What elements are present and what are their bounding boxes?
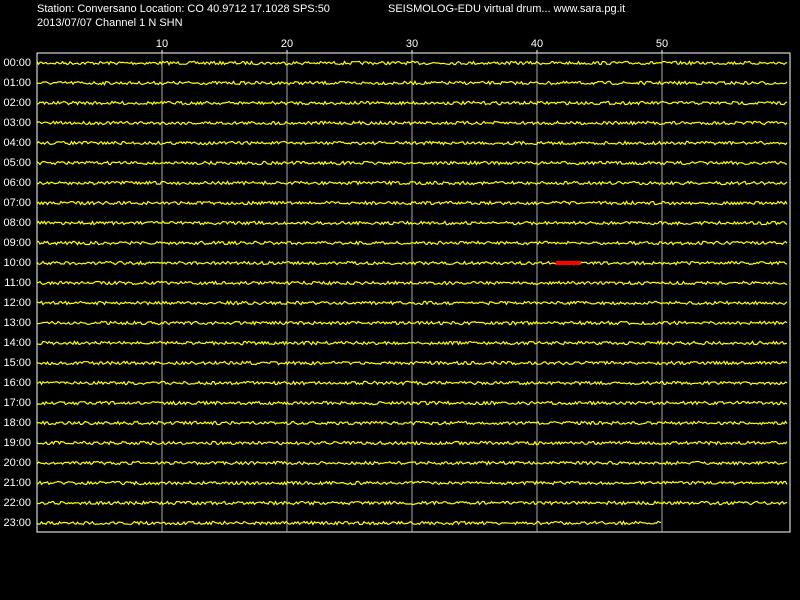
trace <box>36 480 788 486</box>
trace <box>36 520 662 526</box>
trace <box>36 320 788 326</box>
row-label: 16:00 <box>3 377 31 389</box>
row-label: 11:00 <box>4 277 31 289</box>
row-label: 20:00 <box>3 457 31 469</box>
trace <box>36 160 788 166</box>
row-label: 15:00 <box>3 357 31 369</box>
row-label: 06:00 <box>3 177 31 189</box>
row-label: 18:00 <box>3 417 31 429</box>
trace <box>36 460 788 466</box>
trace <box>36 360 788 366</box>
plot-frame <box>36 52 791 533</box>
row-label: 14:00 <box>3 337 31 349</box>
row-label: 17:00 <box>3 397 31 409</box>
row-label: 21:00 <box>3 477 31 489</box>
row-label: 13:00 <box>3 317 31 329</box>
row-label: 12:00 <box>3 297 31 309</box>
x-tick-label: 30 <box>406 38 418 50</box>
row-label: 00:00 <box>3 57 31 69</box>
row-label: 08:00 <box>3 217 31 229</box>
row-label: 09:00 <box>3 237 31 249</box>
trace <box>36 200 788 206</box>
row-label: 19:00 <box>3 437 31 449</box>
trace <box>36 500 788 506</box>
trace <box>36 120 788 126</box>
x-tick-label: 10 <box>156 38 168 50</box>
trace <box>36 380 788 386</box>
chart-subtitle: 2013/07/07 Channel 1 N SHN <box>37 17 183 29</box>
row-label: 10:00 <box>3 257 31 269</box>
trace <box>36 400 788 406</box>
trace <box>36 420 788 426</box>
trace <box>36 60 788 66</box>
trace <box>37 180 788 186</box>
x-tick-label: 50 <box>656 38 668 50</box>
trace <box>36 100 788 106</box>
chart-title: Station: Conversano Location: CO 40.9712… <box>37 3 330 15</box>
event-highlight <box>555 261 581 265</box>
trace <box>36 280 788 286</box>
trace <box>36 80 788 86</box>
row-label: 23:00 <box>3 517 31 529</box>
x-tick-label: 40 <box>531 38 543 50</box>
trace <box>36 140 788 146</box>
row-label: 04:00 <box>3 137 31 149</box>
row-label: 02:00 <box>3 97 31 109</box>
trace <box>36 300 788 306</box>
row-label: 01:00 <box>3 77 31 89</box>
row-label: 05:00 <box>3 157 31 169</box>
header-right: SEISMOLOG-EDU virtual drum... www.sara.p… <box>388 3 625 15</box>
trace <box>36 260 788 266</box>
x-tick-label: 20 <box>281 38 293 50</box>
trace <box>36 340 788 346</box>
row-label: 03:00 <box>3 117 31 129</box>
trace <box>36 440 788 446</box>
row-label: 22:00 <box>3 497 31 509</box>
trace <box>36 220 788 226</box>
row-label: 07:00 <box>3 197 31 209</box>
trace <box>37 240 788 246</box>
